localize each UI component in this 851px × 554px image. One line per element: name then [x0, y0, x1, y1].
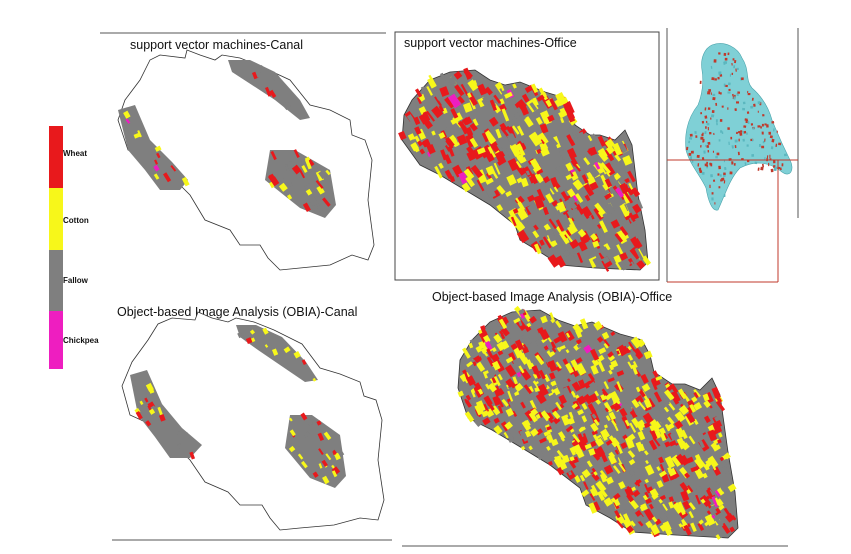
legend-label-fallow: Fallow [63, 276, 88, 285]
map-legend [49, 126, 63, 369]
obia-office-patches [457, 305, 737, 540]
legend-label-chickpea: Chickpea [63, 336, 99, 345]
legend-swatch-cotton [49, 188, 63, 250]
panel-title-svm-office: support vector machines-Office [404, 36, 577, 50]
legend-label-cotton: Cotton [63, 216, 89, 225]
svm-canal-patches [123, 65, 331, 213]
panel-title-obia-office: Object-based Image Analysis (OBIA)-Offic… [432, 290, 673, 304]
inset-field-dots [685, 52, 787, 205]
legend-swatch-fallow [49, 250, 63, 311]
inset-region [685, 43, 793, 211]
legend-swatch-wheat [49, 126, 63, 188]
obia-canal-patches [131, 327, 345, 485]
panel-title-obia-canal: Object-based Image Analysis (OBIA)-Canal [117, 305, 358, 319]
legend-swatch-chickpea [49, 311, 63, 369]
legend-label-wheat: Wheat [63, 149, 87, 158]
panel-title-svm-canal: support vector machines-Canal [130, 38, 303, 52]
svm-office-patches [398, 67, 652, 272]
